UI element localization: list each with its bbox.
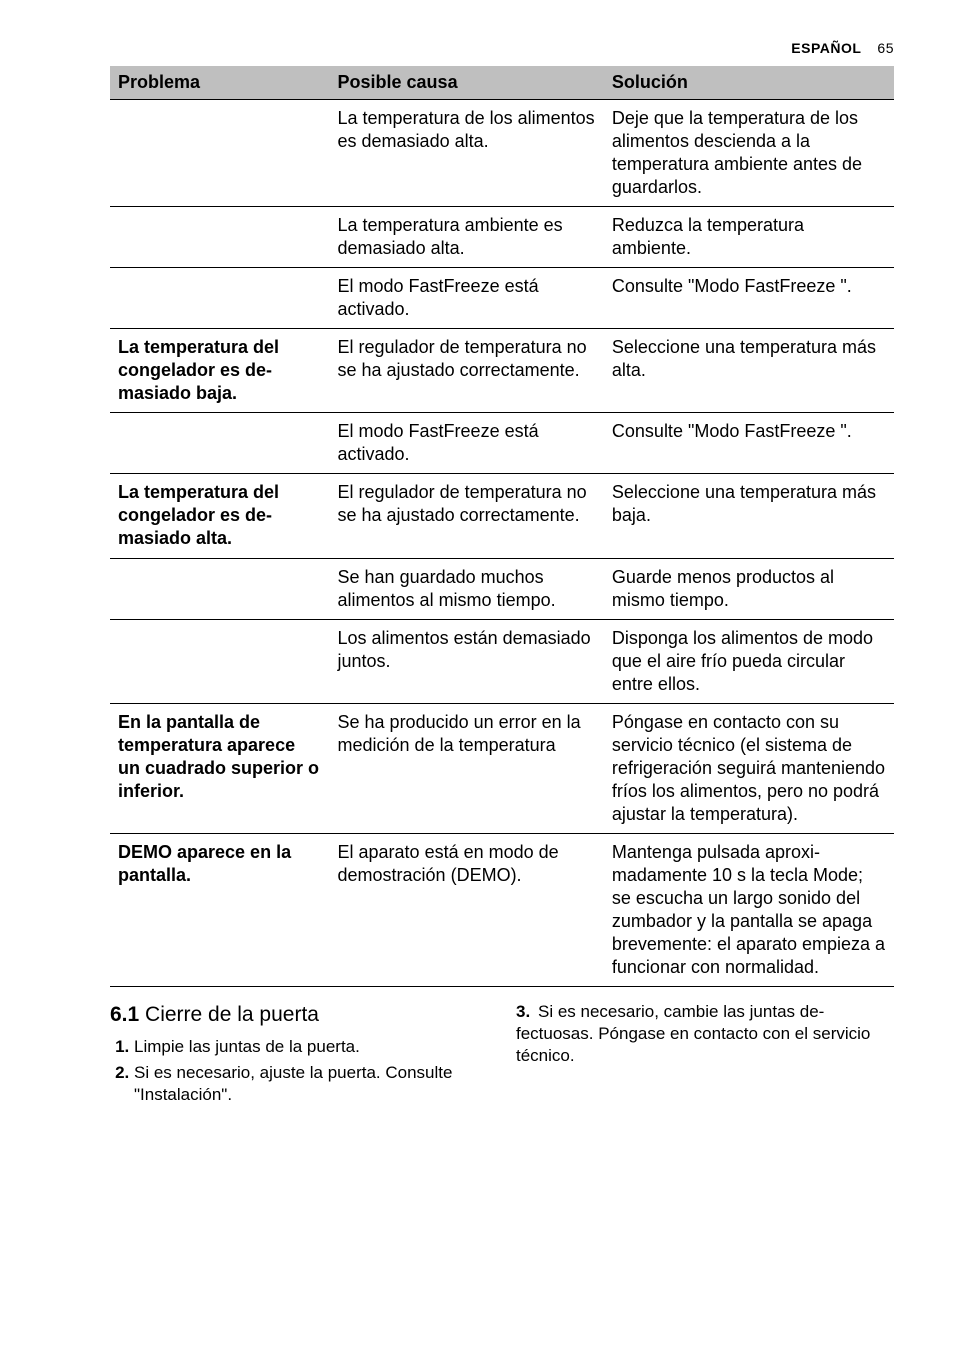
- cell-cause: El modo FastFreeze está activado.: [330, 268, 604, 329]
- table-row: La temperatura de los ali­mentos es dema…: [110, 100, 894, 207]
- cell-solution: Mantenga pulsada aproxi­madamente 10 s l…: [604, 833, 894, 986]
- table-row: En la pantalla de temperatura apare­ce u…: [110, 703, 894, 833]
- section-heading: 6.1 Cierre de la puerta: [110, 1001, 488, 1028]
- cell-solution: Consulte "Modo FastFreeze ".: [604, 268, 894, 329]
- cell-cause: La temperatura de los ali­mentos es dema…: [330, 100, 604, 207]
- section-number: 6.1: [110, 1003, 139, 1026]
- troubleshoot-table: Problema Posible causa Solución La tempe…: [110, 66, 894, 987]
- list-item: Si es necesario, ajuste la puerta. Con­s…: [134, 1062, 488, 1106]
- table-row: El modo FastFreeze está activado. Consul…: [110, 413, 894, 474]
- cell-cause: El modo FastFreeze está activado.: [330, 413, 604, 474]
- th-solution: Solución: [604, 66, 894, 100]
- th-cause: Posible causa: [330, 66, 604, 100]
- th-problem: Problema: [110, 66, 330, 100]
- cell-problem: La temperatura del congelador es de­masi…: [110, 329, 330, 413]
- table-row: La temperatura del congelador es de­masi…: [110, 329, 894, 413]
- section-title: Cierre de la puerta: [145, 1003, 319, 1026]
- cell-solution: Deje que la temperatura de los alimentos…: [604, 100, 894, 207]
- cell-cause: Se han guardado muchos alimentos al mism…: [330, 558, 604, 619]
- table-row: La temperatura del congelador es de­masi…: [110, 474, 894, 558]
- cell-solution: Guarde menos productos al mismo tiempo.: [604, 558, 894, 619]
- cell-cause: El regulador de temperatu­ra no se ha aj…: [330, 474, 604, 558]
- cell-problem: La temperatura del congelador es de­masi…: [110, 474, 330, 558]
- section-right-column: 3.Si es necesario, cambie las juntas de­…: [516, 1001, 894, 1111]
- steps-list: Limpie las juntas de la puerta. Si es ne…: [110, 1036, 488, 1106]
- step-number: 3.: [516, 1001, 538, 1023]
- table-header-row: Problema Posible causa Solución: [110, 66, 894, 100]
- cell-problem: [110, 413, 330, 474]
- cell-problem: [110, 268, 330, 329]
- table-row: La temperatura ambiente es demasiado alt…: [110, 207, 894, 268]
- cell-cause: Se ha producido un error en la medición …: [330, 703, 604, 833]
- cell-problem: DEMO aparece en la pantalla.: [110, 833, 330, 986]
- cell-cause: Los alimentos están de­masiado juntos.: [330, 619, 604, 703]
- cell-solution: Seleccione una temperatu­ra más alta.: [604, 329, 894, 413]
- cell-solution: Póngase en contacto con su servicio técn…: [604, 703, 894, 833]
- cell-problem: [110, 100, 330, 207]
- table-row: Los alimentos están de­masiado juntos. D…: [110, 619, 894, 703]
- cell-cause: La temperatura ambiente es demasiado alt…: [330, 207, 604, 268]
- page-root: ESPAÑOL 65 Problema Posible causa Solució…: [0, 0, 954, 1352]
- section-left-column: 6.1 Cierre de la puerta Limpie las junta…: [110, 1001, 488, 1111]
- cell-solution: Consulte "Modo FastFreeze ".: [604, 413, 894, 474]
- cell-cause: El regulador de temperatu­ra no se ha aj…: [330, 329, 604, 413]
- page-header: ESPAÑOL 65: [110, 40, 894, 56]
- cell-problem: [110, 619, 330, 703]
- list-item: Limpie las juntas de la puerta.: [134, 1036, 488, 1058]
- cell-solution: Seleccione una temperatu­ra más baja.: [604, 474, 894, 558]
- continued-step: 3.Si es necesario, cambie las juntas de­…: [516, 1001, 894, 1067]
- table-row: Se han guardado muchos alimentos al mism…: [110, 558, 894, 619]
- header-page-number: 65: [877, 40, 894, 56]
- cell-solution: Disponga los alimentos de modo que el ai…: [604, 619, 894, 703]
- table-row: DEMO aparece en la pantalla. El aparato …: [110, 833, 894, 986]
- cell-problem: [110, 207, 330, 268]
- step-text: Si es necesario, cambie las juntas de­fe…: [516, 1002, 870, 1065]
- cell-cause: El aparato está en modo de demostración …: [330, 833, 604, 986]
- cell-problem: [110, 558, 330, 619]
- table-row: El modo FastFreeze está activado. Consul…: [110, 268, 894, 329]
- cell-solution: Reduzca la temperatura ambiente.: [604, 207, 894, 268]
- cell-problem: En la pantalla de temperatura apare­ce u…: [110, 703, 330, 833]
- header-lang: ESPAÑOL: [791, 40, 861, 56]
- section-6-1: 6.1 Cierre de la puerta Limpie las junta…: [110, 1001, 894, 1111]
